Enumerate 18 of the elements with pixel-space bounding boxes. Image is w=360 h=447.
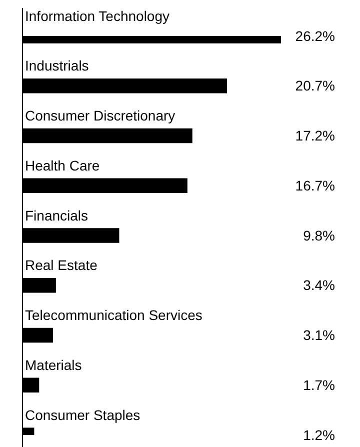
data-label: 1.2% — [303, 426, 335, 443]
data-label: 9.8% — [303, 227, 335, 244]
data-label: 3.1% — [303, 327, 335, 344]
y-tick-label: Telecommunication Services — [25, 307, 202, 324]
y-tick-label: Consumer Discretionary — [25, 108, 176, 124]
y-tick-label: Materials — [25, 356, 82, 373]
y-tick-label: Real Estate — [25, 257, 98, 274]
data-label: 20.7% — [295, 78, 335, 94]
y-tick-label: Health Care — [25, 157, 100, 174]
y-tick-label: Information Technology — [25, 8, 170, 24]
y-tick-label: Industrials — [25, 58, 89, 74]
y-tick-label: Financials — [25, 207, 88, 224]
data-label: 17.2% — [295, 128, 335, 144]
data-label: 26.2% — [295, 28, 335, 44]
data-label: 1.7% — [303, 376, 335, 393]
data-label: 3.4% — [303, 277, 335, 294]
y-tick-label: Consumer Staples — [25, 406, 140, 423]
data-label: 16.7% — [295, 177, 335, 194]
